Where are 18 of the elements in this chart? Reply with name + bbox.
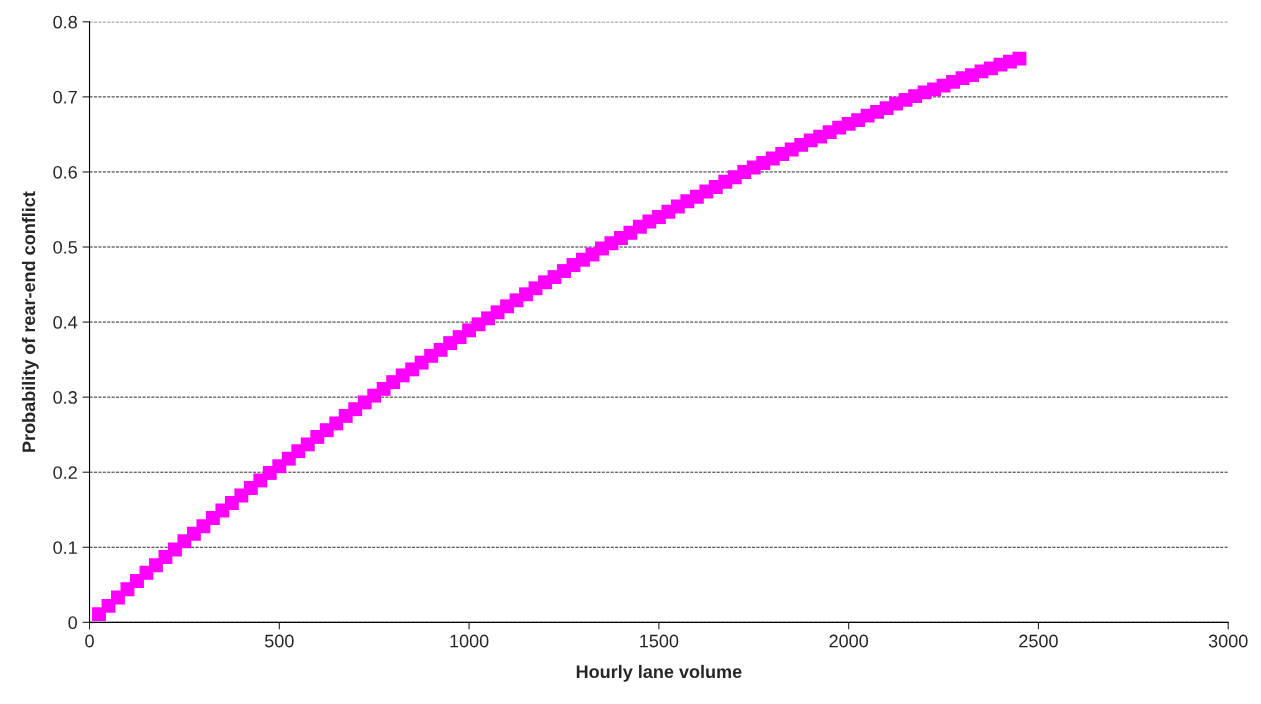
y-tick-label: 0 [68,616,78,630]
x-tick-label: 3000 [1208,634,1248,648]
y-tick-label: 0.4 [53,316,78,329]
y-tick-label: 0.5 [53,240,77,254]
y-tick-label: 0.2 [53,466,77,479]
y-axis-title: Probability of rear-end conflict [21,191,39,452]
y-tick-label: 0.6 [53,165,77,179]
x-tick-label: 0 [85,634,94,648]
x-tick-label: 2000 [829,634,869,648]
x-tick-label: 1000 [450,634,489,648]
y-tick-label: 0.8 [53,15,77,29]
x-tick-label: 2500 [1019,634,1058,648]
y-tick-label: 0.3 [53,391,77,404]
y-tick-label: 0.7 [53,90,77,104]
x-tick-label: 1500 [640,634,679,648]
x-axis-title: Hourly lane volume [576,664,742,682]
x-tick-label: 500 [264,634,294,648]
y-tick-label: 0.1 [53,541,77,554]
